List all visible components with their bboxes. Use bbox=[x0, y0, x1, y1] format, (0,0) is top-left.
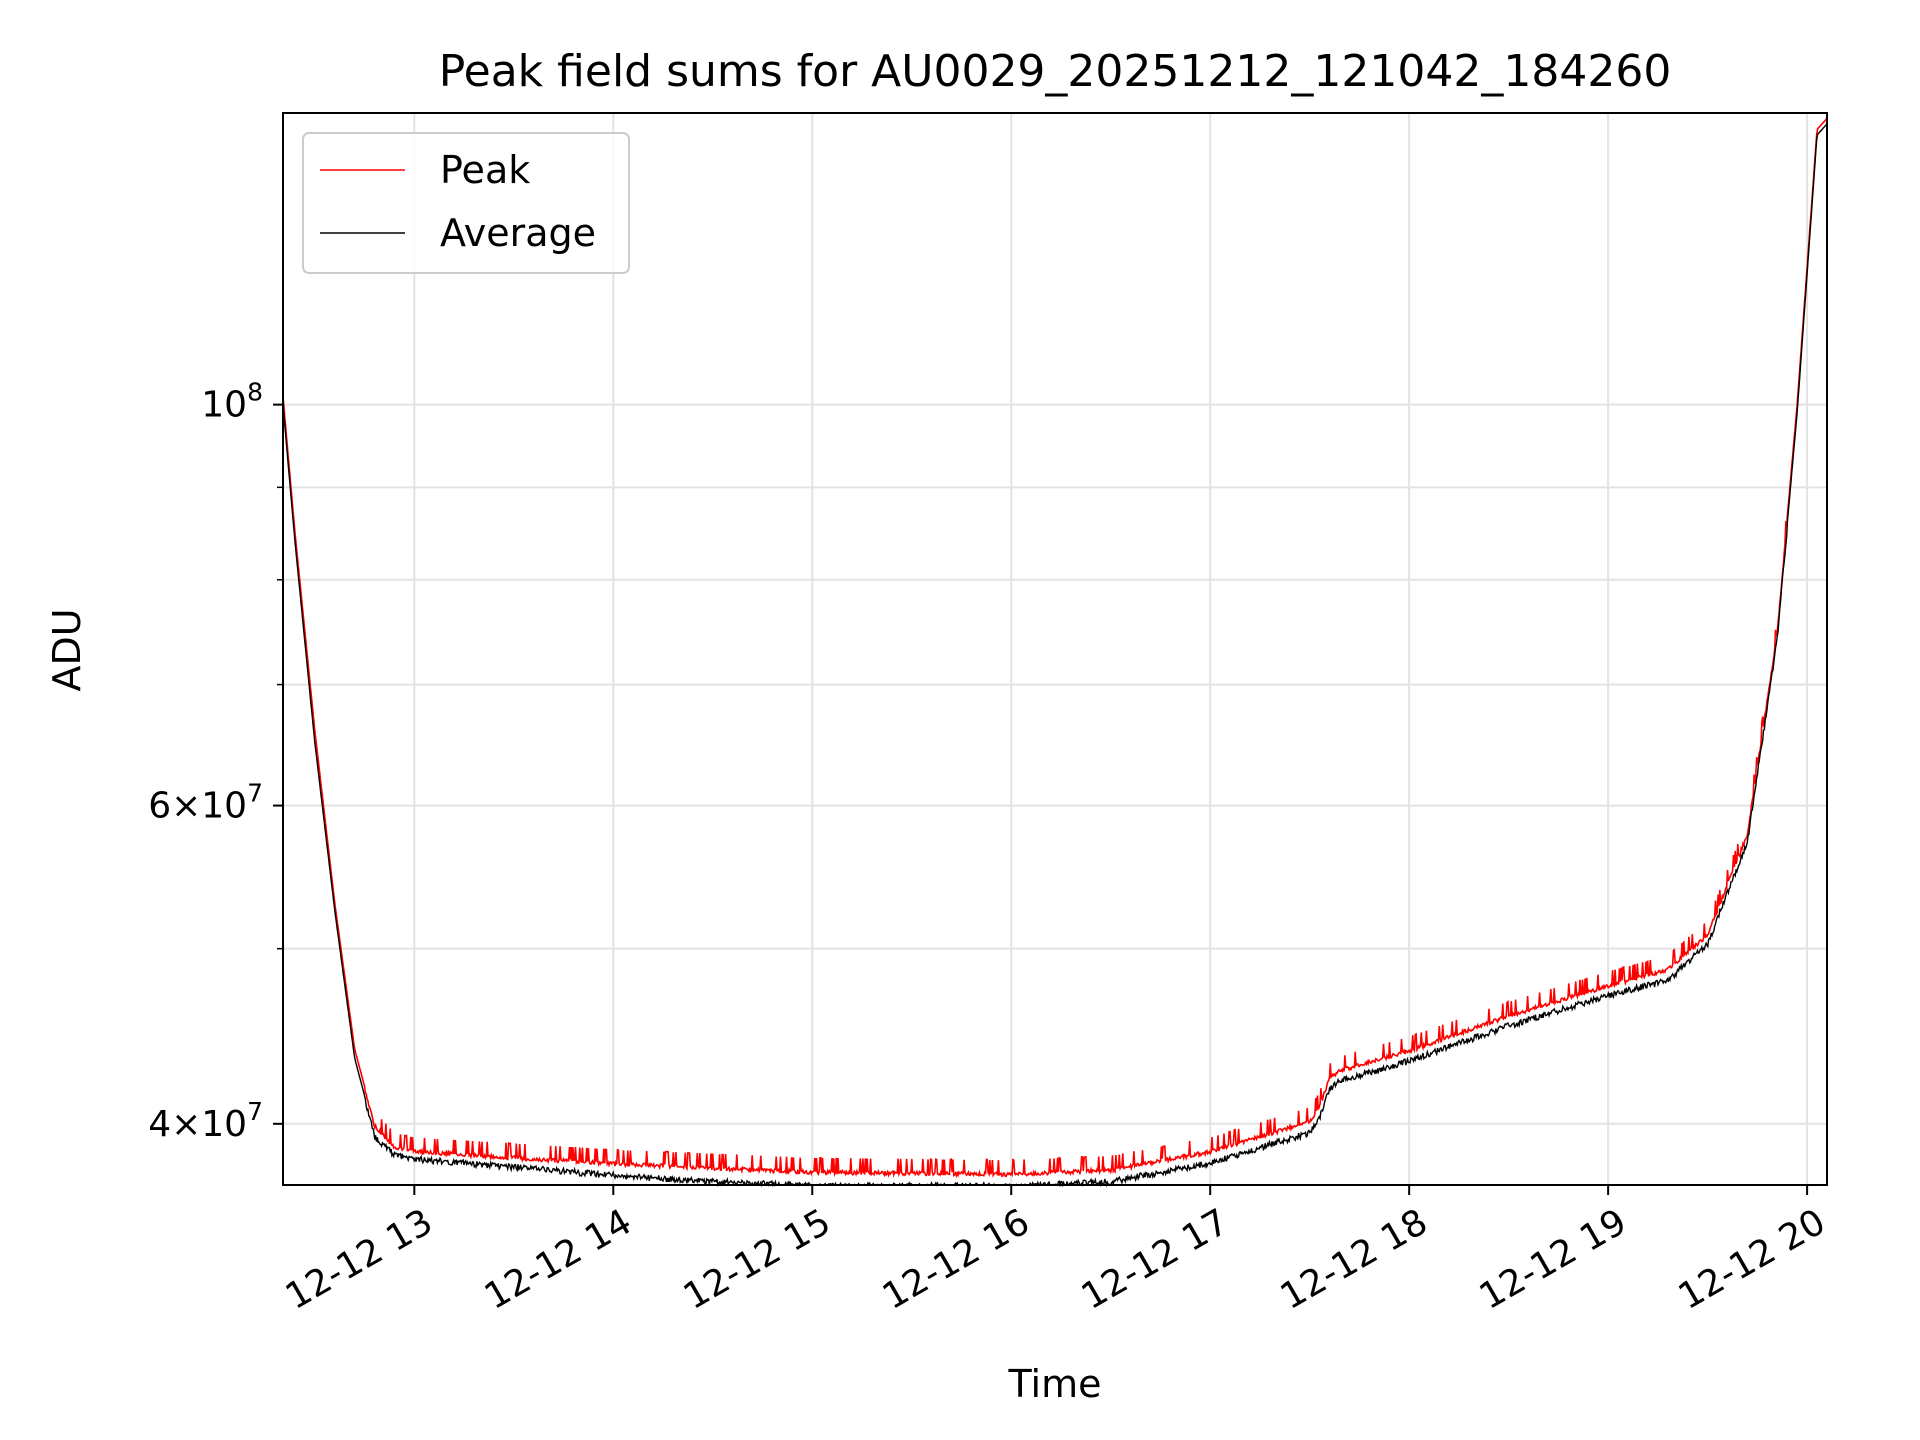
y-tick-label: 6×107 bbox=[148, 779, 263, 827]
y-axis-label: ADU bbox=[45, 608, 89, 691]
x-axis-label: Time bbox=[1008, 1362, 1102, 1406]
legend: Peak Average bbox=[302, 132, 630, 274]
series-line-peak bbox=[282, 117, 1828, 1179]
plot-frame bbox=[282, 112, 1828, 1186]
legend-box bbox=[302, 132, 630, 274]
y-tick-label-base: 10 bbox=[201, 385, 247, 426]
legend-label-peak: Peak bbox=[440, 148, 530, 192]
y-tick-label: 4×107 bbox=[148, 1097, 263, 1145]
y-tick-label-base: 6×10 bbox=[148, 786, 247, 827]
legend-label-average: Average bbox=[440, 211, 596, 255]
chart-title: Peak field sums for AU0029_20251212_1210… bbox=[439, 46, 1672, 97]
y-tick-label-exp: 7 bbox=[247, 779, 263, 808]
y-tick-label-exp: 8 bbox=[247, 378, 263, 407]
y-tick-label-exp: 7 bbox=[247, 1097, 263, 1126]
y-tick-label: 108 bbox=[201, 378, 263, 426]
grid bbox=[283, 113, 1827, 1185]
y-tick-label-base: 4×10 bbox=[148, 1104, 247, 1145]
